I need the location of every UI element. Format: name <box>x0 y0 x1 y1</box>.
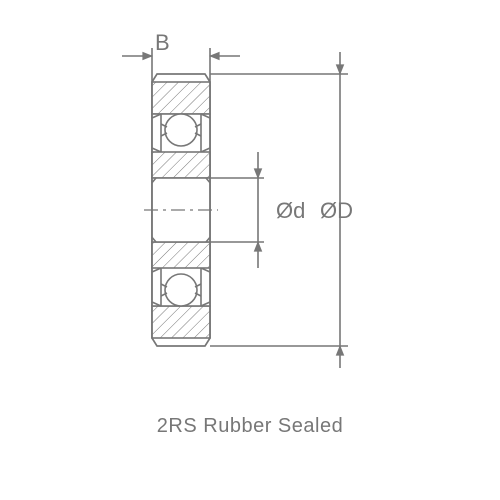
outer-diameter-label: ØD <box>320 198 353 223</box>
inner-diameter-label: Ød <box>276 198 305 223</box>
ball <box>165 274 197 306</box>
diagram-stage: B Ød ØD 2RS Rubber Sealed <box>0 0 500 500</box>
width-label: B <box>155 30 170 55</box>
ball <box>165 114 197 146</box>
caption-text: 2RS Rubber Sealed <box>0 415 500 438</box>
